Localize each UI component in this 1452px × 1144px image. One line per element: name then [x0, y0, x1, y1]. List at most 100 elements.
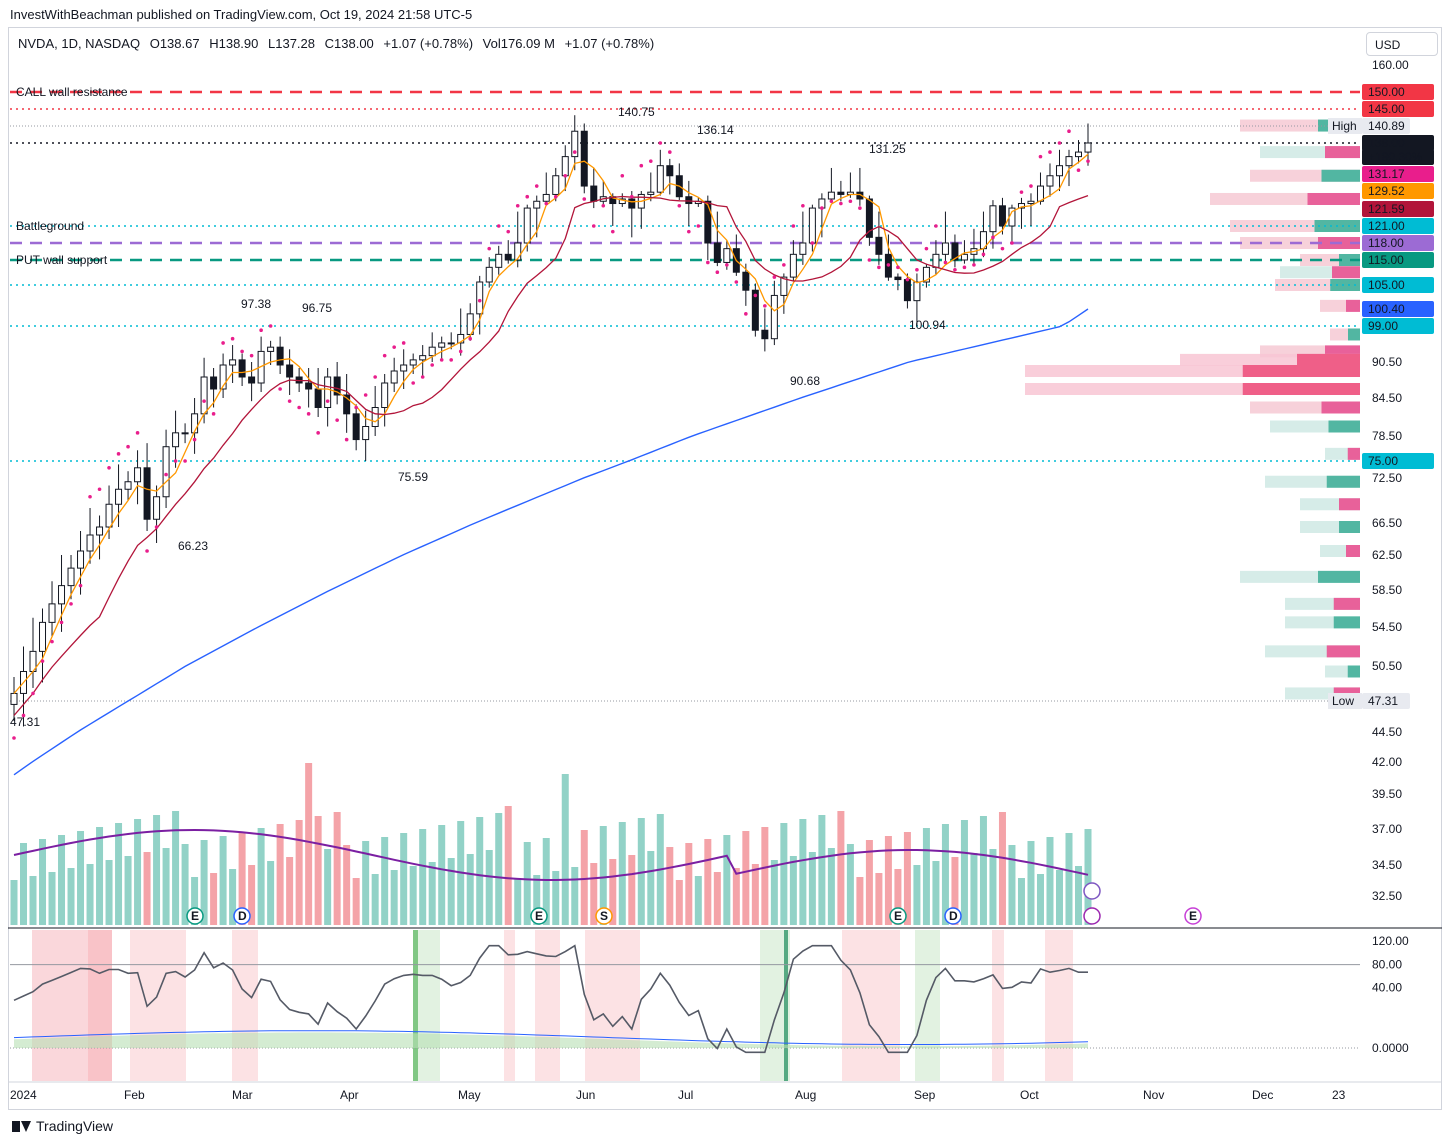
price-tag-value: 47.31 — [1368, 694, 1398, 708]
time-axis-label: Apr — [340, 1088, 359, 1102]
sar-dot — [344, 437, 349, 442]
price-axis-tick: 44.50 — [1372, 725, 1402, 739]
volume-bar — [1055, 870, 1063, 925]
candle-body — [761, 329, 769, 340]
candle-body — [827, 191, 835, 200]
candle-body — [428, 346, 436, 357]
sar-dot — [525, 194, 530, 199]
volume-bar — [846, 844, 854, 925]
sar-dot — [211, 412, 216, 416]
candle-body — [808, 207, 816, 244]
volume-bar — [1027, 841, 1035, 925]
sar-dot — [249, 353, 254, 358]
oscillator-band — [418, 930, 440, 1081]
time-axis-label: May — [458, 1088, 481, 1102]
sar-dot — [50, 639, 54, 644]
candle-body — [105, 503, 113, 528]
price-tag-bg — [1362, 301, 1434, 317]
candle-body — [932, 253, 940, 268]
candle-body — [1074, 151, 1082, 158]
candle-body — [457, 333, 465, 344]
time-axis-label: Nov — [1143, 1088, 1164, 1102]
volume-profile-core — [1347, 447, 1360, 460]
volume-bar — [647, 851, 655, 925]
volume-bar — [371, 874, 379, 925]
sar-dot — [496, 224, 501, 228]
volume-bar — [324, 849, 332, 925]
candle-body — [134, 467, 142, 483]
volume-bar — [989, 849, 997, 925]
volume-profile-core — [1325, 146, 1360, 159]
sar-dot — [934, 224, 938, 228]
volume-profile-core — [1346, 545, 1360, 557]
candle-body — [1055, 165, 1063, 177]
candle-body — [485, 266, 493, 283]
legend-low: L137.28 — [268, 36, 315, 51]
candle-body — [514, 242, 522, 261]
oscillator-band — [1045, 930, 1073, 1081]
volume-bar — [970, 853, 978, 925]
candle-body — [77, 550, 85, 569]
publisher-line: InvestWithBeachman published on TradingV… — [10, 7, 473, 22]
candle-body — [400, 364, 408, 372]
pivot-label: 96.75 — [302, 301, 332, 315]
oscillator-band — [585, 930, 640, 1081]
price-tag-bg — [1362, 453, 1434, 469]
volume-bar — [837, 811, 845, 925]
sar-dot — [810, 241, 815, 245]
candle-body — [305, 382, 313, 390]
volume-bar — [305, 763, 313, 925]
sma50-line — [13, 194, 1089, 716]
tradingview-logo-icon — [12, 1120, 31, 1132]
volume-bar — [172, 811, 180, 925]
volume-bar — [675, 880, 683, 925]
candle-body — [704, 200, 712, 244]
pivot-label: 47.31 — [10, 715, 40, 729]
candle-body — [438, 342, 446, 348]
sar-dot — [449, 358, 454, 362]
volume-profile-core — [1321, 401, 1360, 414]
candle-body — [894, 276, 902, 281]
sar-dot — [192, 437, 197, 442]
volume-bar — [552, 871, 560, 925]
event-marker-icon — [889, 907, 907, 925]
candle-body — [504, 253, 512, 261]
candle-body — [770, 294, 778, 340]
sar-dot — [1019, 190, 1024, 194]
legend-symbol[interactable]: NVDA, 1D, NASDAQ — [18, 36, 141, 51]
sar-dot — [373, 375, 377, 379]
sar-dot — [164, 472, 168, 477]
volume-bar — [533, 875, 541, 925]
price-axis-tick: 90.50 — [1372, 355, 1402, 369]
sar-dot — [240, 349, 244, 354]
volume-bar — [181, 844, 189, 925]
price-tag-value: 75.00 — [1368, 454, 1398, 468]
volume-bar — [409, 866, 417, 925]
volume-bar — [913, 865, 921, 925]
sar-dot — [791, 224, 796, 228]
price-tag-bg — [1362, 277, 1434, 293]
sar-dot — [753, 293, 758, 298]
currency-selector[interactable]: USD — [1366, 32, 1438, 56]
sar-dot — [145, 549, 149, 553]
sar-dot — [829, 199, 834, 204]
price-tag-value: 140.89 — [1368, 119, 1405, 133]
volume-bar — [333, 812, 341, 925]
sar-dot — [116, 452, 121, 456]
volume-bar — [1046, 837, 1054, 925]
candle-body — [989, 205, 997, 233]
volume-bar — [903, 832, 911, 925]
oscillator-signal-line — [13, 1030, 1089, 1045]
volume-bar — [390, 870, 398, 925]
candle-body — [447, 342, 455, 345]
candle-body — [713, 242, 721, 263]
volume-bar — [267, 861, 275, 925]
oscillator-band — [32, 930, 88, 1081]
pivot-label: 100.94 — [909, 318, 946, 332]
sar-dot — [411, 381, 415, 385]
sar-dot — [88, 494, 92, 499]
volume-bar — [998, 812, 1006, 925]
time-axis-label: 2024 — [10, 1088, 37, 1102]
sar-dot — [658, 141, 663, 145]
